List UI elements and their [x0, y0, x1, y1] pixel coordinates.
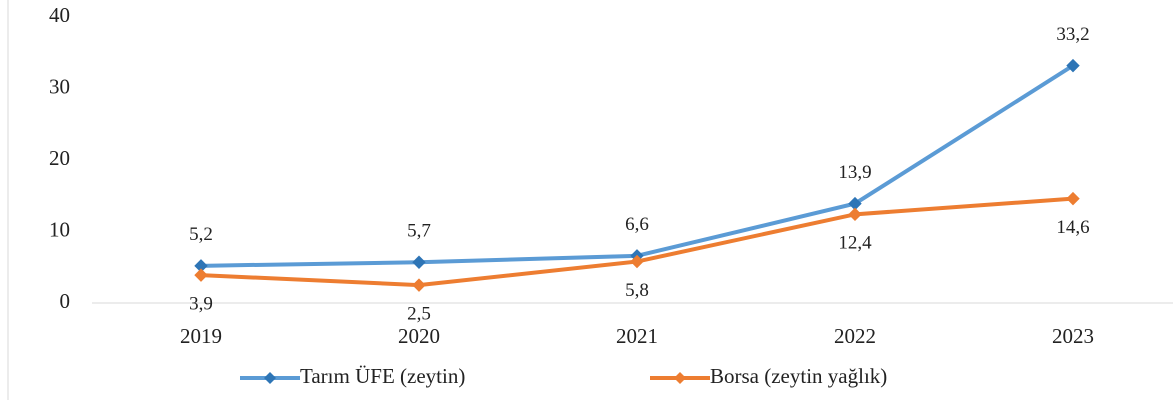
data-label: 13,9: [838, 162, 871, 183]
y-tick-label: 30: [49, 74, 70, 98]
data-label: 3,9: [189, 293, 213, 314]
x-tick-label: 2023: [1052, 324, 1094, 348]
point-marker: [412, 278, 426, 292]
point-marker: [848, 207, 862, 222]
y-tick-label: 10: [49, 217, 70, 241]
legend-label: Tarım ÜFE (zeytin): [300, 364, 465, 388]
point-marker: [412, 255, 426, 269]
data-label: 2,5: [407, 303, 431, 324]
legend-marker: [674, 372, 686, 384]
data-label: 5,2: [189, 224, 213, 245]
x-tick-label: 2020: [398, 324, 440, 348]
legend-marker: [264, 372, 276, 384]
x-tick-label: 2019: [180, 324, 222, 348]
y-tick-label: 0: [60, 289, 71, 313]
y-tick-label: 20: [49, 146, 70, 170]
series-line: [200, 196, 1074, 288]
x-tick-label: 2022: [834, 324, 876, 348]
data-label: 5,8: [625, 280, 649, 301]
point-marker: [1066, 191, 1080, 206]
chart-frame: [7, 0, 9, 400]
y-tick-label: 40: [49, 3, 70, 27]
data-label: 5,7: [407, 221, 431, 242]
x-tick-label: 2021: [616, 324, 658, 348]
data-label: 33,2: [1056, 24, 1089, 45]
point-marker: [630, 254, 644, 269]
data-label: 12,4: [838, 233, 872, 254]
data-label: 6,6: [625, 214, 649, 235]
point-marker: [194, 268, 208, 282]
point-marker: [1066, 58, 1080, 73]
series-line: [200, 63, 1075, 268]
data-label: 14,6: [1056, 217, 1089, 238]
legend-label: Borsa (zeytin yağlık): [710, 364, 887, 388]
